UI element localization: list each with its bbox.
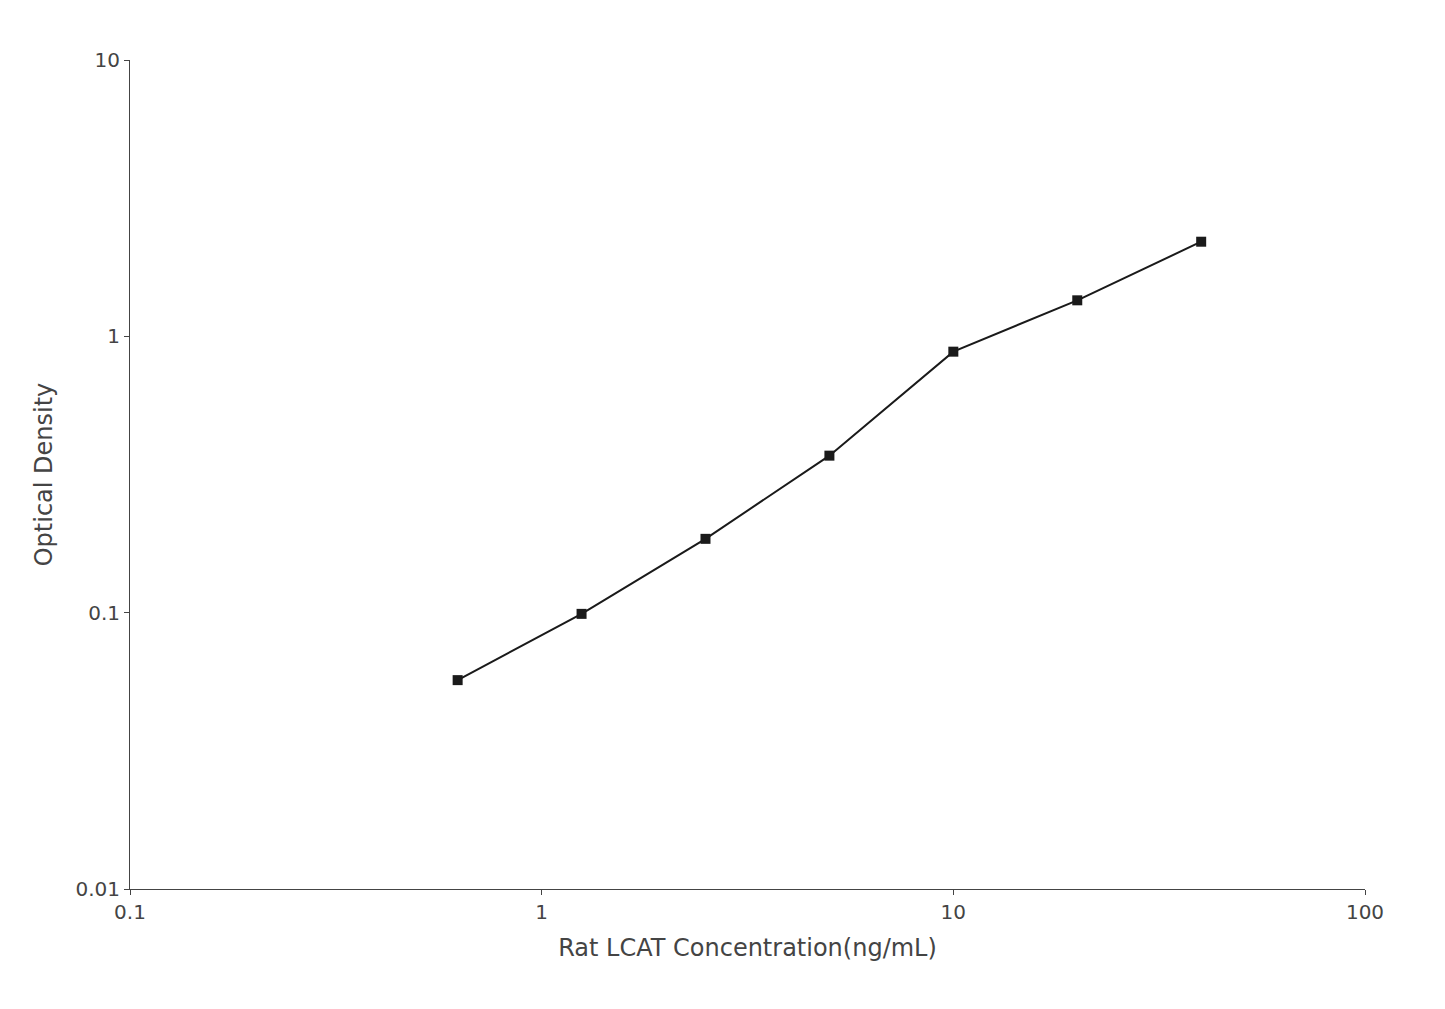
- svg-text:Rat LCAT Concentration(ng/mL): Rat LCAT Concentration(ng/mL): [558, 934, 937, 962]
- svg-text:100: 100: [1346, 900, 1384, 924]
- svg-text:0.1: 0.1: [88, 601, 120, 625]
- svg-text:10: 10: [95, 48, 120, 72]
- svg-text:0.1: 0.1: [114, 900, 146, 924]
- svg-text:1: 1: [535, 900, 548, 924]
- svg-text:Optical Density: Optical Density: [30, 383, 58, 567]
- svg-text:10: 10: [941, 900, 966, 924]
- svg-text:0.01: 0.01: [75, 877, 120, 901]
- svg-text:1: 1: [107, 324, 120, 348]
